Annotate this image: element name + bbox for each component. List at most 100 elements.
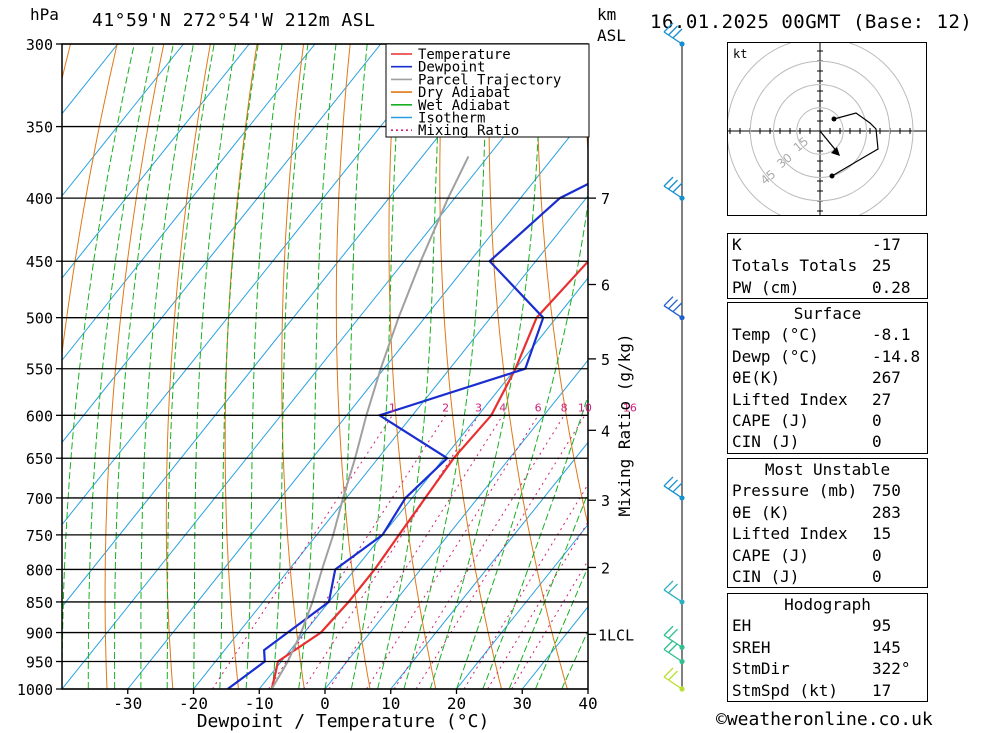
wind-barb xyxy=(663,580,685,605)
dry-adiabat xyxy=(224,44,258,689)
pressure-tick-label: 750 xyxy=(26,527,53,545)
hodograph-ring xyxy=(773,84,867,178)
pressure-tick-label: 900 xyxy=(26,625,53,643)
pressure-tick-label: 800 xyxy=(26,561,53,579)
pressure-tick-label: 700 xyxy=(26,490,53,508)
hodograph-point xyxy=(831,116,837,122)
surface-li-label: Lifted Index xyxy=(732,389,848,409)
surface-dewp-label: Dewp (°C) xyxy=(732,346,819,366)
wet-adiabat xyxy=(271,44,309,689)
pressure-tick-label: 350 xyxy=(26,119,53,137)
isotherm-line xyxy=(62,44,119,115)
skewt-chart: 1234681016202530035040045050055060065070… xyxy=(17,36,637,732)
dry-adiabat xyxy=(62,44,118,358)
indices-panel: K -17 Totals Totals 25 PW (cm) 0.28 xyxy=(727,233,928,300)
km-label: km xyxy=(597,5,617,24)
asl-label: ASL xyxy=(597,26,626,45)
wet-adiabat xyxy=(350,44,403,689)
datetime-title: 16.01.2025 00GMT (Base: 12) xyxy=(650,11,973,33)
wind-barb xyxy=(663,625,685,650)
mixing-ratio-label: 4 xyxy=(499,401,506,414)
height-tick-label: 1LCL xyxy=(598,626,634,644)
height-tick-label: 6 xyxy=(601,277,610,295)
pressure-tick-label: 400 xyxy=(26,190,53,208)
mixing-ratio-label: 8 xyxy=(561,401,568,414)
isotherm-line xyxy=(62,44,382,444)
hodograph-unit-label: kt xyxy=(733,47,747,61)
wind-barb xyxy=(663,640,685,665)
mu-cape-label: CAPE (J) xyxy=(732,545,810,565)
mu-pressure-label: Pressure (mb) xyxy=(732,481,858,501)
mixing-ratio-label: 1 xyxy=(389,401,396,414)
mixing-ratio-line xyxy=(211,415,393,689)
dry-adiabat xyxy=(439,44,502,689)
dry-adiabat xyxy=(281,44,305,689)
pressure-tick-label: 550 xyxy=(26,361,53,379)
copyright-link[interactable]: ©weatheronline.co.uk xyxy=(716,709,933,730)
surface-temp-value: -8.1 xyxy=(872,325,911,345)
pressure-unit-label: hPa xyxy=(30,5,59,24)
hodograph-stats-panel: Hodograph EH 95 SREH 145 StmDir 322° StmSpd… xyxy=(727,593,928,702)
hodograph-panel: 15 30 45 kt xyxy=(726,37,927,225)
pw-value: 0.28 xyxy=(872,277,911,297)
temperature-line xyxy=(270,259,588,689)
pressure-tick-label: 650 xyxy=(26,450,53,468)
x-axis-title: Dewpoint / Temperature (°C) xyxy=(197,711,490,732)
surface-theta-value: 267 xyxy=(872,368,901,388)
wet-adiabat xyxy=(193,44,237,689)
wet-adiabat xyxy=(245,44,283,689)
isotherm-line xyxy=(456,523,588,689)
surface-panel: Surface Temp (°C) -8.1 Dewp (°C) -14.8 θE(… xyxy=(727,302,928,454)
surface-li-value: 27 xyxy=(872,389,892,409)
temperature-tick-label: 0 xyxy=(320,694,330,713)
totals-value: 25 xyxy=(872,256,892,276)
temperature-tick-label: -10 xyxy=(245,694,274,713)
mixing-ratio-label: 2 xyxy=(442,401,449,414)
wet-adiabat xyxy=(534,565,588,689)
surface-cape-value: 0 xyxy=(872,410,882,430)
location-title: 41°59'N 272°54'W 212m ASL xyxy=(92,10,376,31)
mu-pressure-value: 750 xyxy=(872,481,901,501)
eh-label: EH xyxy=(732,616,752,636)
stmspd-value: 17 xyxy=(872,680,892,700)
most-unstable-panel: Most Unstable Pressure (mb) 750 θE (K) 283… xyxy=(727,458,928,589)
surface-temp-label: Temp (°C) xyxy=(732,325,819,345)
legend-label: Isotherm xyxy=(418,111,485,127)
dewpoint-line xyxy=(227,182,588,689)
height-tick-label: 2 xyxy=(601,559,610,577)
height-tick-label: 4 xyxy=(601,422,610,440)
surface-theta-label: θE(K) xyxy=(732,368,781,388)
wind-barb xyxy=(663,476,685,501)
mixing-ratio-label: 16 xyxy=(623,401,637,414)
stmdir-value: 322° xyxy=(872,659,911,679)
storm-motion-arrowhead xyxy=(831,147,840,156)
mu-cin-value: 0 xyxy=(872,566,882,586)
stmdir-label: StmDir xyxy=(732,659,790,679)
isotherm-line xyxy=(390,441,588,689)
mixing-ratio-label: 3 xyxy=(475,401,482,414)
mu-title: Most Unstable xyxy=(764,460,891,479)
wet-adiabat xyxy=(87,44,155,689)
legend-label: Mixing Ratio xyxy=(418,123,519,139)
hodograph-ring xyxy=(796,107,844,155)
height-tick-label: 5 xyxy=(601,351,610,369)
pressure-tick-label: 300 xyxy=(26,36,53,54)
isotherm-line xyxy=(62,44,447,526)
pressure-tick-label: 450 xyxy=(26,253,53,271)
mixing-ratio-line xyxy=(302,415,479,689)
mu-cin-label: CIN (J) xyxy=(732,566,800,586)
mu-li-value: 15 xyxy=(872,524,892,544)
mu-cape-value: 0 xyxy=(872,545,882,565)
sreh-value: 145 xyxy=(872,637,901,657)
mixing-ratio-label: 6 xyxy=(535,401,542,414)
surface-cin-value: 0 xyxy=(872,432,882,452)
pressure-tick-label: 600 xyxy=(26,407,53,425)
mixing-ratio-label: 10 xyxy=(578,401,592,414)
mixing-ratio-line xyxy=(463,483,588,689)
wind-barb xyxy=(663,296,685,321)
wind-barb xyxy=(663,667,685,692)
mixing-ratio-line xyxy=(328,415,504,689)
wet-adiabat xyxy=(508,491,588,689)
legend-label: Wet Adiabat xyxy=(418,98,511,114)
